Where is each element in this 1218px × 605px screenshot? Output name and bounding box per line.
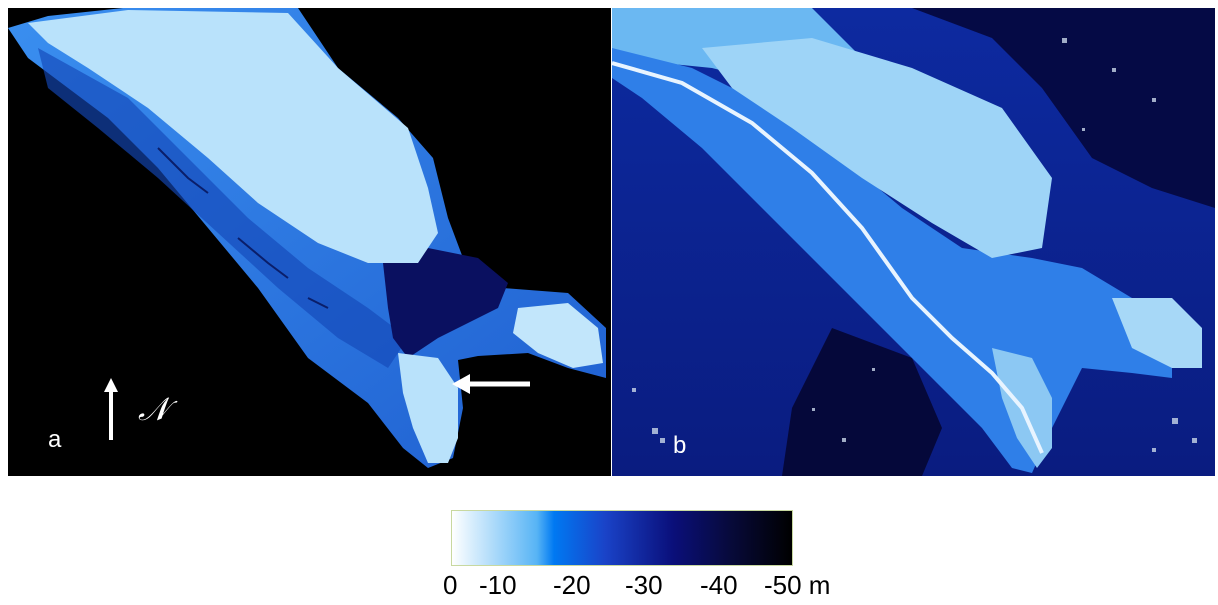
- dark-patch-a: [383, 248, 508, 358]
- reef-crest-b: [612, 61, 1044, 454]
- depth-colorbar: [451, 510, 793, 566]
- islet-a: [513, 303, 603, 368]
- tick-label: -20: [553, 570, 591, 600]
- pointer-arrow-icon: [452, 374, 530, 394]
- north-label: 𝒩: [138, 390, 169, 428]
- tick-label: -50 m: [764, 570, 831, 600]
- colorbar-gradient: [451, 510, 793, 566]
- tick-label: -10: [479, 570, 517, 600]
- lagoon-shallow-a: [28, 10, 438, 263]
- north-arrow-icon: [104, 378, 118, 440]
- deep-zone-b: [912, 8, 1215, 208]
- panel-label-a: a: [48, 426, 62, 453]
- lagoon-spit-a: [398, 353, 458, 463]
- colorbar-ticks: 0 -10 -20 -30 -40 -50 m: [415, 570, 855, 602]
- panel-label-b: b: [673, 432, 687, 459]
- map-panel-a: 𝒩 a: [8, 8, 611, 476]
- bathymetry-map-a: [8, 8, 606, 468]
- tick-label: 0: [443, 570, 458, 600]
- map-panel-b: b: [612, 8, 1215, 476]
- tick-label: -40: [700, 570, 738, 600]
- bathymetry-map-b: [612, 8, 1215, 476]
- tick-label: -30: [625, 570, 663, 600]
- reef-outer-a: [8, 8, 606, 468]
- reef-channel-a: [38, 48, 408, 368]
- lagoon-shallow-b: [702, 38, 1052, 258]
